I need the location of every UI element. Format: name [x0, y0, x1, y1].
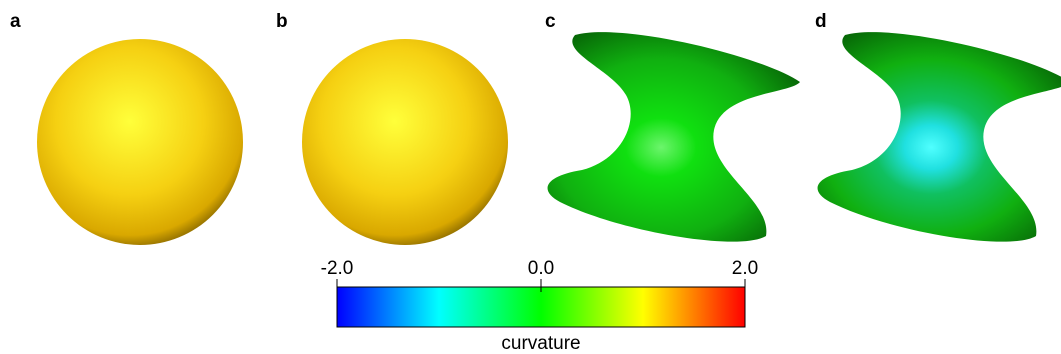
panel-label: b	[276, 11, 288, 32]
colorbar	[337, 287, 745, 327]
panel-label: d	[815, 11, 827, 32]
tick-label: 0.0	[528, 258, 554, 279]
tick-label: -2.0	[321, 258, 354, 279]
tick-label: 2.0	[732, 258, 758, 279]
panel-label: c	[545, 11, 556, 32]
figure: a b c d -2.0 0.0 2.0 curvature	[0, 0, 1061, 354]
saddle-surface	[818, 32, 1061, 242]
sphere	[302, 39, 508, 245]
sphere	[37, 39, 243, 245]
saddle-surface	[548, 32, 800, 242]
panel-label: a	[10, 11, 21, 32]
colorbar-label: curvature	[501, 333, 580, 354]
